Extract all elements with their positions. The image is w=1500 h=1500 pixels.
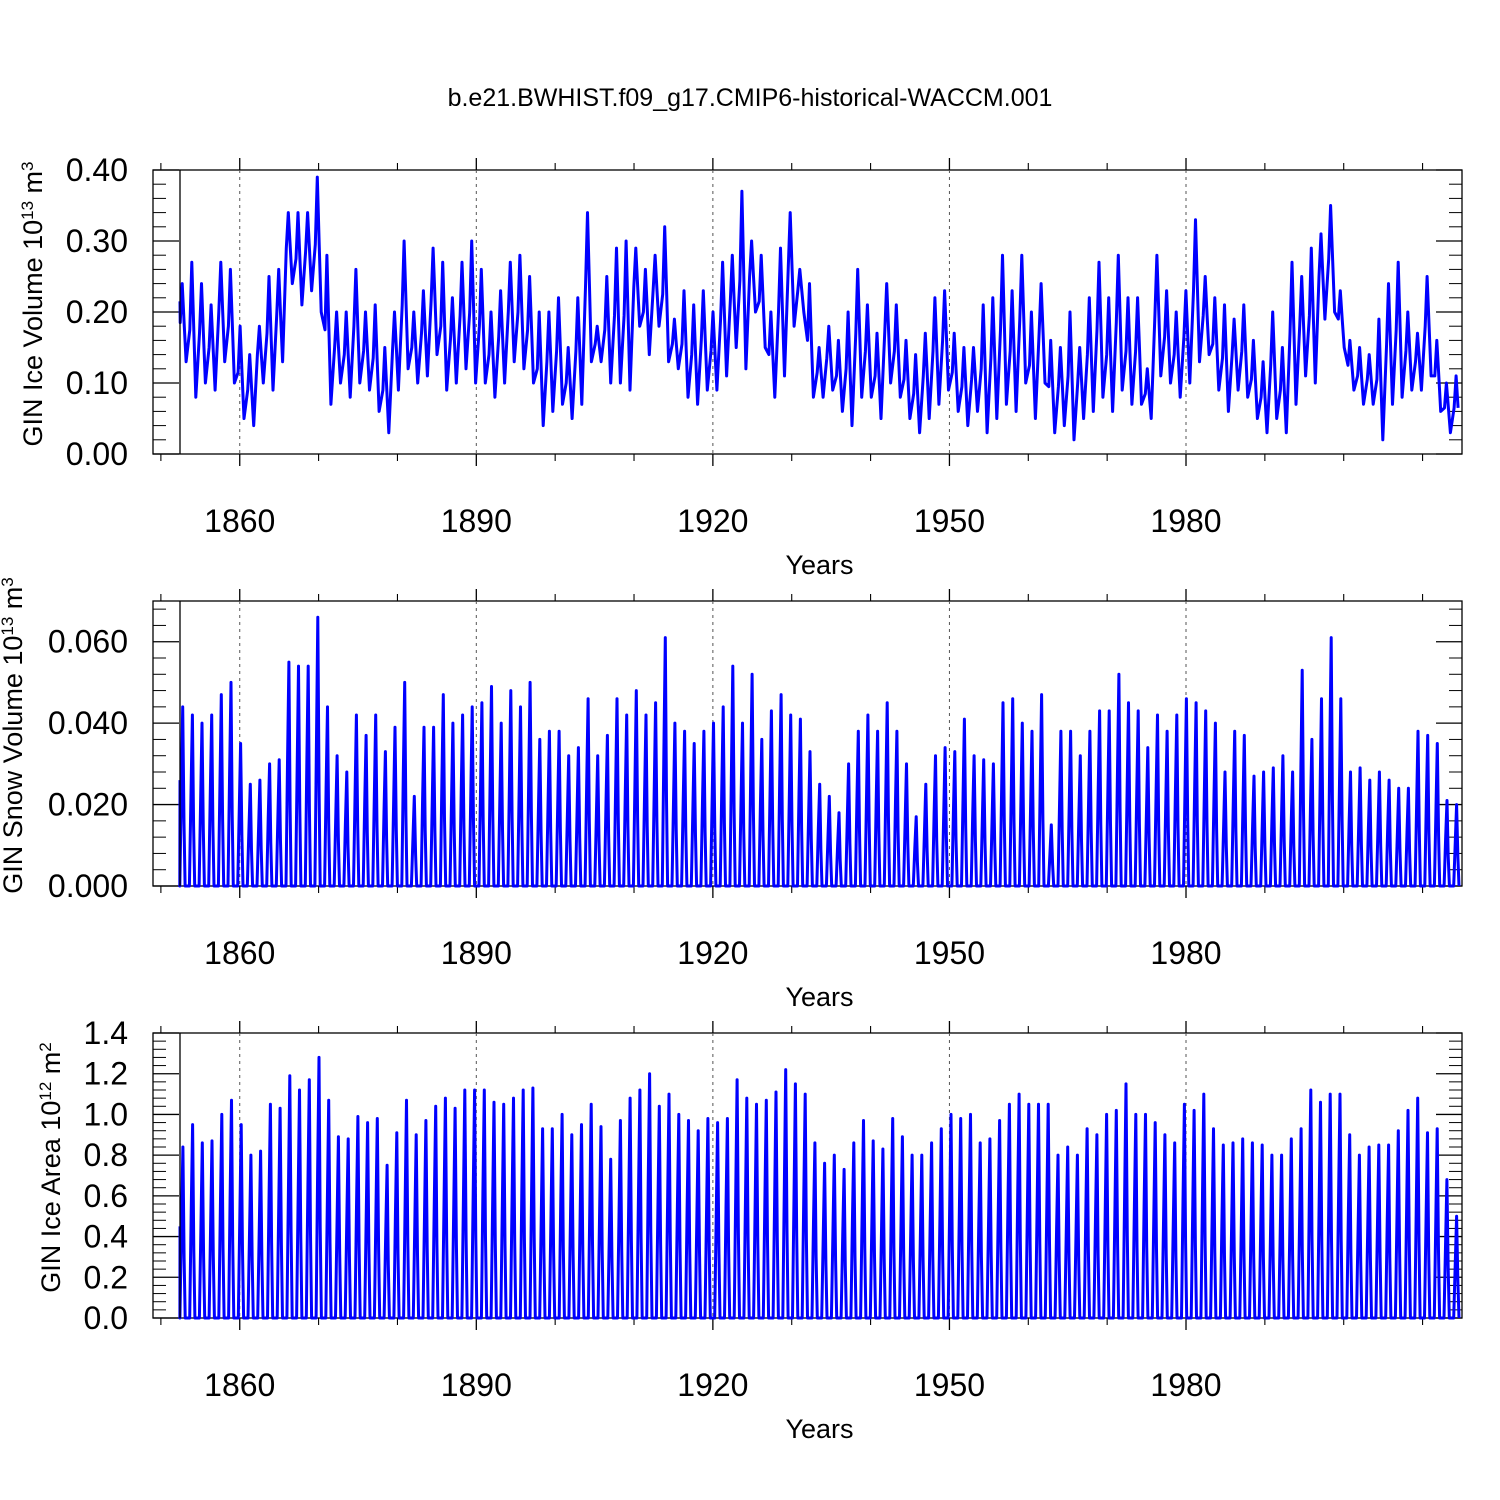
y-axis-label: GIN Snow Volume 1013 m3 [0, 577, 28, 894]
x-tick-label: 1980 [1150, 1367, 1221, 1403]
y-tick-label: 0.0 [84, 1300, 128, 1336]
panel-1: 1860 1890 1920 1950 1980 0.00 0.10 0.20 0.30 0.40… [18, 152, 1463, 580]
y-tick-label: 0.8 [84, 1137, 128, 1173]
x-tick-label: 1920 [677, 503, 748, 539]
x-tick-label: 1860 [204, 935, 275, 971]
x-tick-label: 1980 [1150, 935, 1221, 971]
y-tick-label: 0.00 [66, 436, 128, 472]
x-axis-label: Years [785, 982, 853, 1012]
x-tick-label: 1860 [204, 503, 275, 539]
y-tick-label: 0.10 [66, 365, 128, 401]
series-line [178, 175, 1460, 442]
x-tick-label: 1980 [1150, 503, 1221, 539]
x-tick-label: 1890 [441, 935, 512, 971]
y-tick-label: 0.4 [84, 1219, 128, 1255]
y-tick-label: 0.20 [66, 294, 128, 330]
x-tick-label: 1950 [914, 1367, 985, 1403]
x-axis-label: Years [785, 1414, 853, 1444]
x-tick-label: 1950 [914, 503, 985, 539]
y-tick-label: 0.020 [48, 787, 128, 823]
panel-2: 1860 1890 1920 1950 1980 0.000 0.020 0.040 0.060… [0, 577, 1463, 1012]
y-tick-label: 0.2 [84, 1259, 128, 1295]
x-tick-label: 1920 [677, 1367, 748, 1403]
series-line [178, 1055, 1461, 1320]
y-tick-label: 1.0 [84, 1096, 128, 1132]
x-tick-label: 1950 [914, 935, 985, 971]
y-tick-label: 1.4 [84, 1015, 128, 1051]
series-line [178, 615, 1461, 888]
panel-3: 1860 1890 1920 1950 1980 0.0 0.2 0.4 0.6 0.8 1.0 1.… [36, 1015, 1463, 1444]
chart-title: b.e21.BWHIST.f09_g17.CMIP6-historical-WA… [448, 84, 1053, 112]
y-tick-label: 0.6 [84, 1178, 128, 1214]
y-axis-label: GIN Ice Volume 1013 m3 [18, 161, 49, 446]
y-tick-label: 0.000 [48, 868, 128, 904]
x-tick-label: 1920 [677, 935, 748, 971]
x-tick-label: 1890 [441, 1367, 512, 1403]
x-tick-label: 1890 [441, 503, 512, 539]
y-tick-label: 0.040 [48, 705, 128, 741]
x-axis-label: Years [785, 550, 853, 580]
y-tick-label: 1.2 [84, 1056, 128, 1092]
y-tick-label: 0.30 [66, 223, 128, 259]
y-axis-label: GIN Ice Area 1012 m2 [36, 1042, 67, 1293]
y-tick-label: 0.40 [66, 152, 128, 188]
y-tick-label: 0.060 [48, 624, 128, 660]
x-tick-label: 1860 [204, 1367, 275, 1403]
